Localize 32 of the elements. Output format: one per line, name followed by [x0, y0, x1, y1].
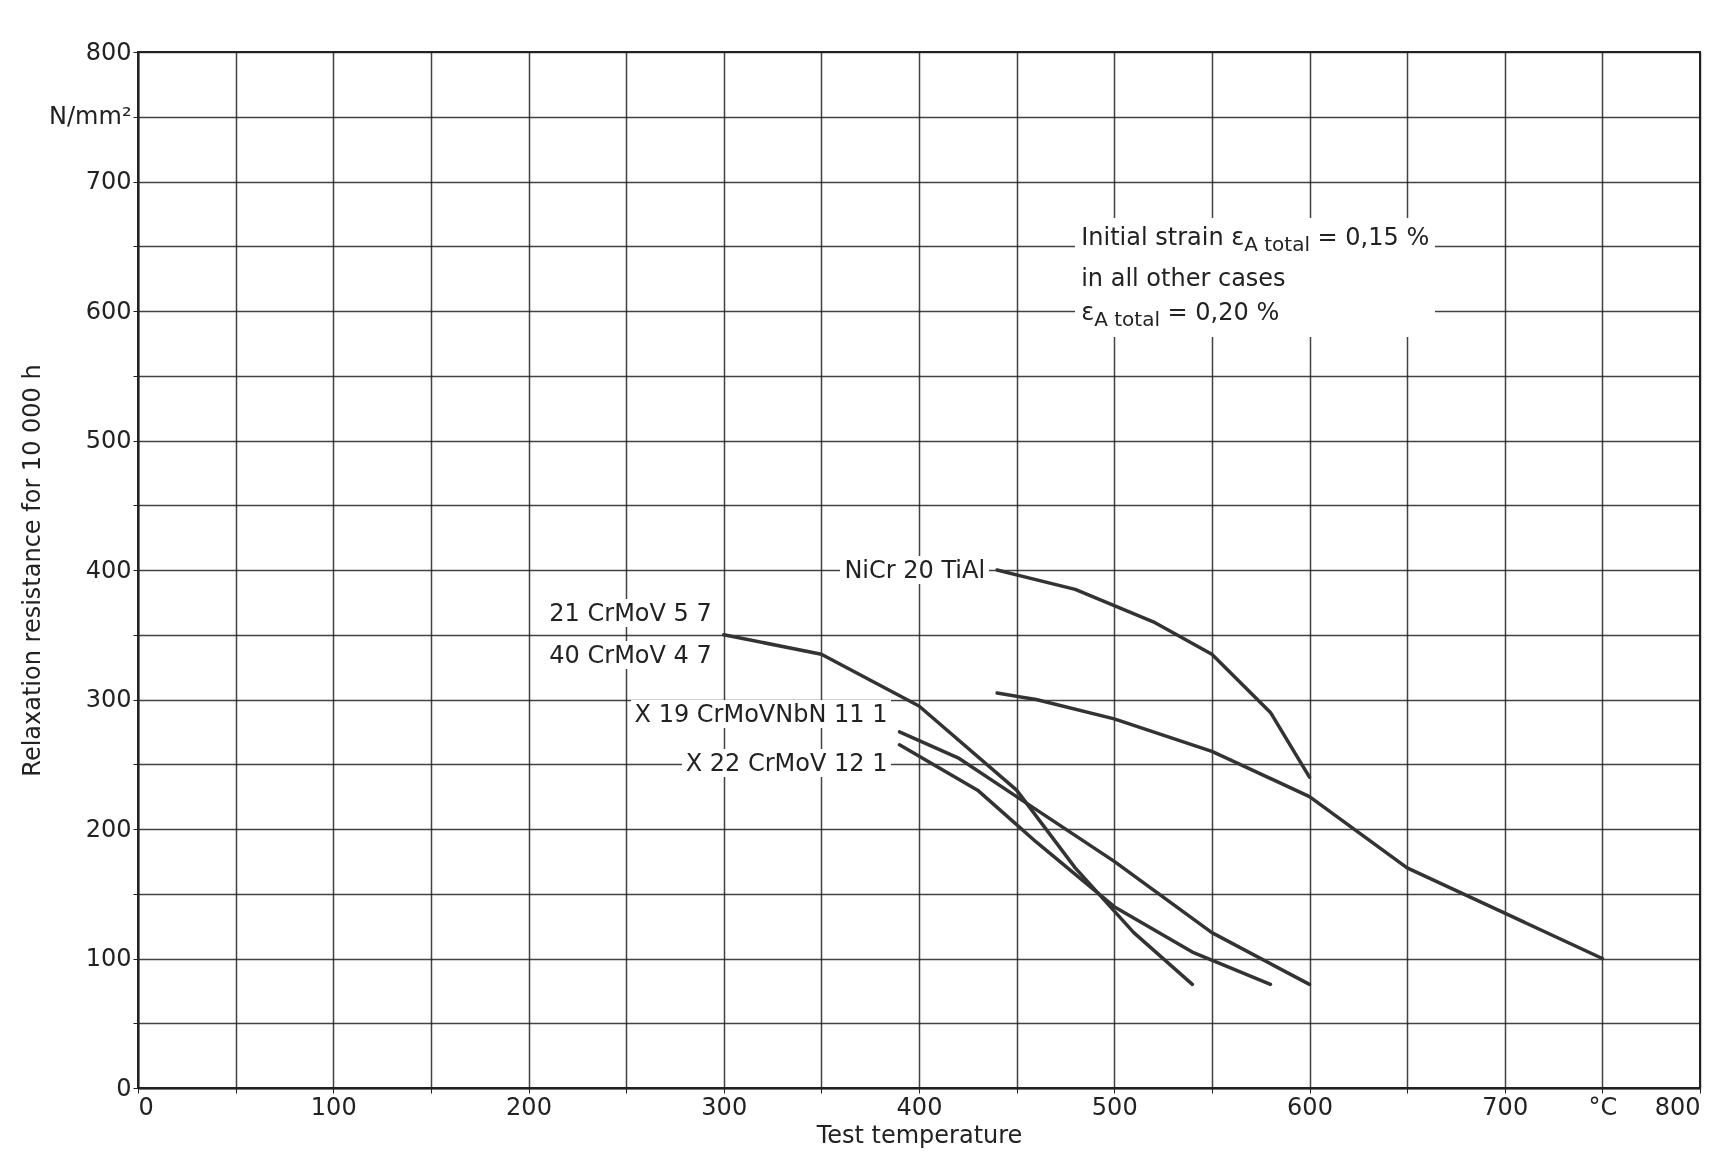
- x-tick-label: 100: [310, 1092, 357, 1121]
- y-tick-label: N/mm²: [49, 102, 132, 131]
- series-label: X 22 CrMoV 12 1: [681, 748, 892, 777]
- y-tick-label: 800: [85, 37, 132, 66]
- x-tick-label: 0: [138, 1092, 154, 1121]
- x-tick-label: 500: [1091, 1092, 1138, 1121]
- line-series: [995, 691, 1605, 961]
- x-tick-label: 800: [1654, 1092, 1701, 1121]
- y-tick-label: 200: [85, 814, 132, 843]
- x-tick-label: 700: [1482, 1092, 1529, 1121]
- annotation: in all other cases: [1081, 262, 1287, 294]
- line-series: [995, 568, 1312, 779]
- y-tick-label: 600: [85, 296, 132, 325]
- series-label: NiCr 20 TiAl: [840, 556, 990, 584]
- x-axis-title: Test temperature: [815, 1120, 1023, 1149]
- annotation: Initial strain ε$_{A total}$ = 0,15 %: [1081, 221, 1430, 258]
- y-tick-label: 0: [116, 1073, 132, 1102]
- annotation: 40 CrMoV 4 7: [545, 640, 716, 669]
- y-axis-title: Relaxation resistance for 10 000 h: [18, 364, 47, 777]
- x-tick-label: 200: [506, 1092, 552, 1121]
- y-tick-label: 100: [85, 944, 132, 972]
- series-label: 21 CrMoV 5 7: [545, 598, 716, 627]
- annotation: ε$_{A total}$ = 0,20 %: [1081, 296, 1281, 333]
- y-tick-label: 700: [85, 167, 132, 195]
- x-tick-label: °C: [1588, 1092, 1618, 1121]
- y-tick-label: 400: [85, 555, 132, 584]
- y-tick-label: 300: [85, 685, 132, 713]
- x-tick-label: 300: [701, 1092, 748, 1121]
- series-label: X 19 CrMoVNbN 11 1: [630, 699, 892, 728]
- x-tick-label: 600: [1287, 1092, 1333, 1121]
- y-tick-label: 500: [85, 426, 132, 454]
- x-tick-label: 400: [896, 1092, 943, 1121]
